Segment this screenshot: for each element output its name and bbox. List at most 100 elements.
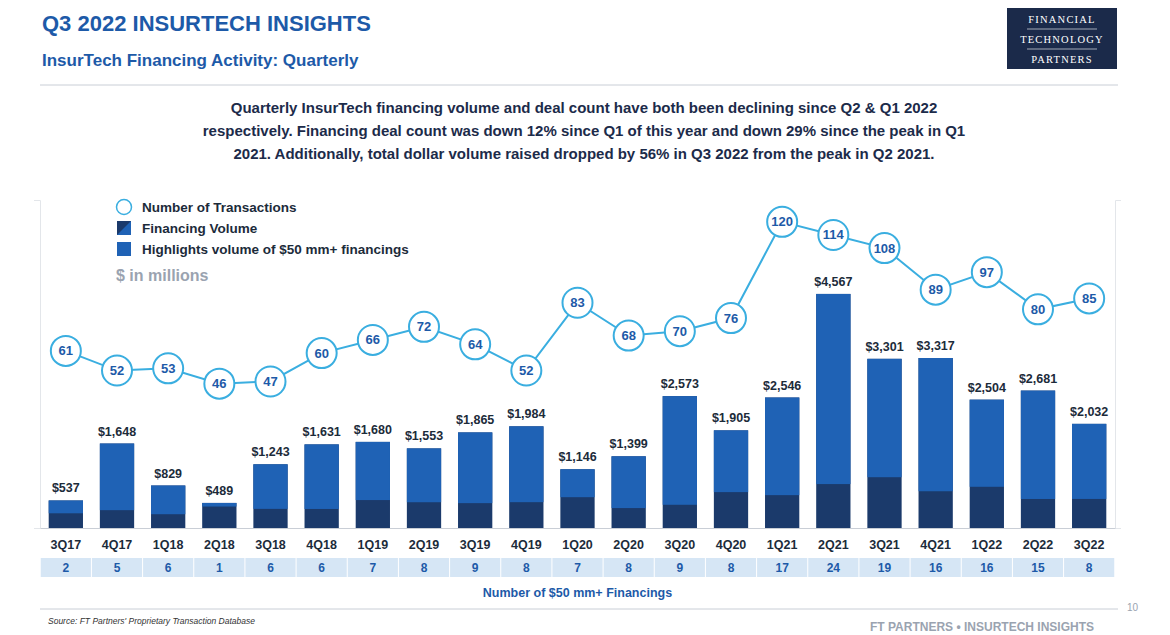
bar-label: $2,573 [661,377,699,391]
bar [1072,424,1106,528]
bar-highlight [49,500,83,513]
bar [612,456,646,528]
bar-highlight [560,469,594,497]
bar-label: $2,504 [968,381,1006,395]
bar-highlight [356,442,390,500]
count-cell [962,558,1012,577]
bar-label: $1,553 [405,429,443,443]
x-tick: 1Q21 [767,528,798,552]
x-tick-label: 2Q19 [409,538,440,552]
x-tick-label: 4Q17 [102,538,133,552]
bar-highlight [202,503,236,507]
marker-label: 60 [314,346,328,361]
count-cell [604,558,654,577]
count-cell [450,558,500,577]
marker [972,257,1002,287]
counts-title: Number of $50 mm+ Financings [483,586,672,600]
x-tick: 2Q20 [613,528,644,552]
x-tick-label: 3Q21 [869,538,900,552]
bar [970,400,1004,528]
count-cell [348,558,398,577]
logo-rule [1027,29,1097,30]
bar [253,464,287,528]
count-cell [757,558,807,577]
count-cell [143,558,193,577]
x-tick-label: 2Q20 [613,538,644,552]
x-tick: 1Q20 [562,528,593,552]
logo: FINANCIALTECHNOLOGYPARTNERS [1007,8,1117,69]
count-label: 6 [267,561,274,575]
bar-label: $1,648 [98,425,136,439]
x-tick-label: 4Q19 [511,538,542,552]
count-cell [859,558,909,577]
count-label: 17 [775,561,789,575]
marker-label: 120 [771,214,793,229]
marker [511,356,541,386]
marker [153,353,183,383]
marker-label: 89 [928,282,942,297]
marker [921,275,951,305]
bar-label: $3,317 [917,339,955,353]
y-axis-line [34,201,41,529]
x-tick-label: 3Q17 [51,538,82,552]
x-tick-label: 1Q18 [153,538,184,552]
x-tick: 3Q22 [1074,528,1105,552]
legend-swatch [117,221,131,235]
x-tick-label: 3Q22 [1074,538,1105,552]
count-label: 16 [929,561,943,575]
x-tick: 2Q22 [1023,528,1054,552]
count-label: 8 [1086,561,1093,575]
bar [49,500,83,528]
count-cell [1013,558,1063,577]
bar-highlight [663,396,697,505]
bar-label: $1,984 [507,407,545,421]
marker [51,336,81,366]
count-label: 6 [165,561,172,575]
x-tick-label: 3Q19 [460,538,491,552]
x-axis-line [41,528,1116,529]
count-label: 7 [369,561,376,575]
x-tick: 2Q21 [818,528,849,552]
marker [1074,283,1104,313]
bar [202,503,236,528]
marker [869,233,899,263]
bar-label: $1,631 [303,425,341,439]
counts-row: 256166789878981724191616158Number of $50… [41,558,1114,600]
bar [151,486,185,528]
x-axis: 3Q174Q171Q182Q183Q184Q181Q192Q193Q194Q19… [41,528,1116,552]
marker-label: 47 [263,374,277,389]
count-label: 9 [472,561,479,575]
x-tick: 1Q22 [972,528,1003,552]
x-tick: 3Q21 [869,528,900,552]
x-tick: 1Q18 [153,528,184,552]
count-cell [1064,558,1114,577]
logo-rule [1027,49,1097,50]
marker-label: 76 [724,311,738,326]
x-tick: 2Q19 [409,528,440,552]
logo-text: FINANCIAL [1028,14,1095,25]
bar-highlight [714,430,748,492]
bar-label: $1,243 [251,445,289,459]
footer: FT PARTNERS • INSURTECH INSIGHTS [870,620,1094,634]
x-tick: 2Q18 [204,528,235,552]
count-label: 19 [878,561,892,575]
bar [765,398,799,528]
x-tick: 1Q19 [358,528,389,552]
count-cell [552,558,602,577]
bar [867,359,901,528]
x-tick: 4Q17 [102,528,133,552]
marker [818,220,848,250]
count-label: 1 [216,561,223,575]
legend-swatch [117,221,131,235]
bar-label: $1,146 [558,450,596,464]
subtitle: respectively. Financing deal count was d… [203,122,965,139]
subheader: InsurTech Financing Activity: Quarterly [42,51,359,70]
x-tick-label: 1Q21 [767,538,798,552]
bar-label: $2,546 [763,379,801,393]
bar-label: $1,865 [456,413,494,427]
marker-label: 85 [1082,291,1096,306]
marker-label: 72 [417,319,431,334]
marker [409,312,439,342]
marker-label: 52 [110,363,124,378]
bar-label: $1,399 [610,437,648,451]
